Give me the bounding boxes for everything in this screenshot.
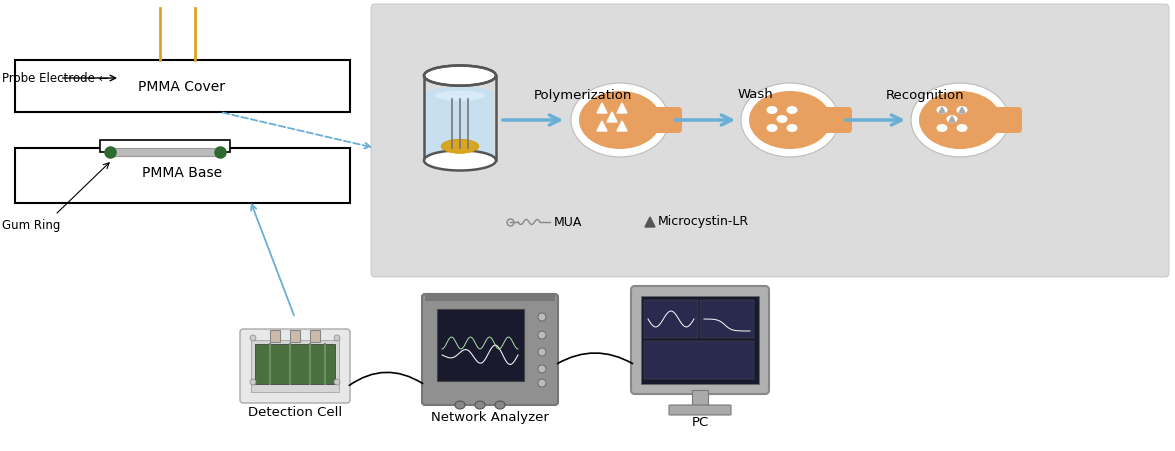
Ellipse shape	[571, 83, 669, 157]
FancyBboxPatch shape	[251, 340, 340, 392]
Polygon shape	[617, 103, 627, 113]
Bar	[425, 293, 555, 301]
Ellipse shape	[936, 124, 947, 132]
Bar	[700, 300, 754, 338]
Ellipse shape	[424, 150, 496, 170]
Ellipse shape	[250, 379, 256, 385]
Ellipse shape	[786, 106, 798, 114]
Ellipse shape	[538, 379, 546, 387]
FancyBboxPatch shape	[371, 4, 1169, 277]
Polygon shape	[597, 103, 607, 113]
Bar	[310, 330, 320, 342]
Ellipse shape	[947, 115, 958, 123]
Polygon shape	[607, 112, 617, 122]
Polygon shape	[939, 107, 945, 113]
Bar	[290, 330, 300, 342]
Ellipse shape	[911, 83, 1009, 157]
Text: Probe Electrode ←: Probe Electrode ←	[2, 72, 108, 84]
Ellipse shape	[741, 83, 839, 157]
Ellipse shape	[919, 91, 1001, 149]
Bar	[270, 330, 280, 342]
Ellipse shape	[427, 87, 494, 101]
Bar	[427, 93, 494, 161]
Ellipse shape	[579, 91, 662, 149]
Bar	[255, 344, 335, 384]
Bar	[100, 140, 230, 152]
Bar	[15, 148, 350, 203]
Ellipse shape	[786, 124, 798, 132]
Ellipse shape	[936, 106, 947, 114]
Ellipse shape	[250, 335, 256, 341]
Bar	[644, 341, 754, 379]
Text: PC: PC	[691, 417, 709, 429]
Text: Wash: Wash	[737, 88, 773, 101]
Text: Recognition: Recognition	[886, 88, 965, 101]
FancyBboxPatch shape	[822, 107, 852, 133]
FancyBboxPatch shape	[652, 107, 682, 133]
Text: PMMA Cover: PMMA Cover	[139, 80, 226, 94]
Ellipse shape	[435, 91, 485, 101]
Ellipse shape	[538, 365, 546, 373]
Text: Network Analyzer: Network Analyzer	[431, 410, 549, 423]
Ellipse shape	[475, 401, 485, 409]
Ellipse shape	[538, 313, 546, 321]
Text: Microcystin-LR: Microcystin-LR	[658, 216, 750, 229]
Bar	[692, 390, 709, 408]
Bar	[15, 60, 350, 112]
FancyBboxPatch shape	[631, 286, 768, 394]
Polygon shape	[959, 107, 965, 113]
Text: Detection Cell: Detection Cell	[248, 405, 342, 419]
Text: PMMA Base: PMMA Base	[142, 166, 222, 180]
Polygon shape	[617, 121, 627, 131]
FancyBboxPatch shape	[422, 294, 558, 405]
FancyBboxPatch shape	[642, 296, 759, 384]
Ellipse shape	[334, 379, 340, 385]
Ellipse shape	[956, 124, 967, 132]
Ellipse shape	[538, 348, 546, 356]
Ellipse shape	[766, 124, 778, 132]
Ellipse shape	[424, 65, 496, 86]
Ellipse shape	[956, 106, 967, 114]
Text: Polymerization: Polymerization	[533, 88, 632, 101]
Bar	[110, 148, 220, 156]
Ellipse shape	[495, 401, 505, 409]
Bar	[644, 300, 698, 338]
FancyBboxPatch shape	[240, 329, 350, 403]
Ellipse shape	[334, 335, 340, 341]
Ellipse shape	[442, 139, 478, 153]
FancyBboxPatch shape	[669, 405, 731, 415]
FancyBboxPatch shape	[992, 107, 1022, 133]
Ellipse shape	[777, 115, 787, 123]
Polygon shape	[949, 116, 955, 122]
Ellipse shape	[538, 331, 546, 339]
Ellipse shape	[455, 401, 465, 409]
Ellipse shape	[766, 106, 778, 114]
Ellipse shape	[748, 91, 831, 149]
FancyBboxPatch shape	[437, 309, 524, 381]
Polygon shape	[645, 217, 654, 227]
Text: Gum Ring: Gum Ring	[2, 220, 60, 233]
Text: MUA: MUA	[553, 216, 583, 229]
Polygon shape	[597, 121, 607, 131]
